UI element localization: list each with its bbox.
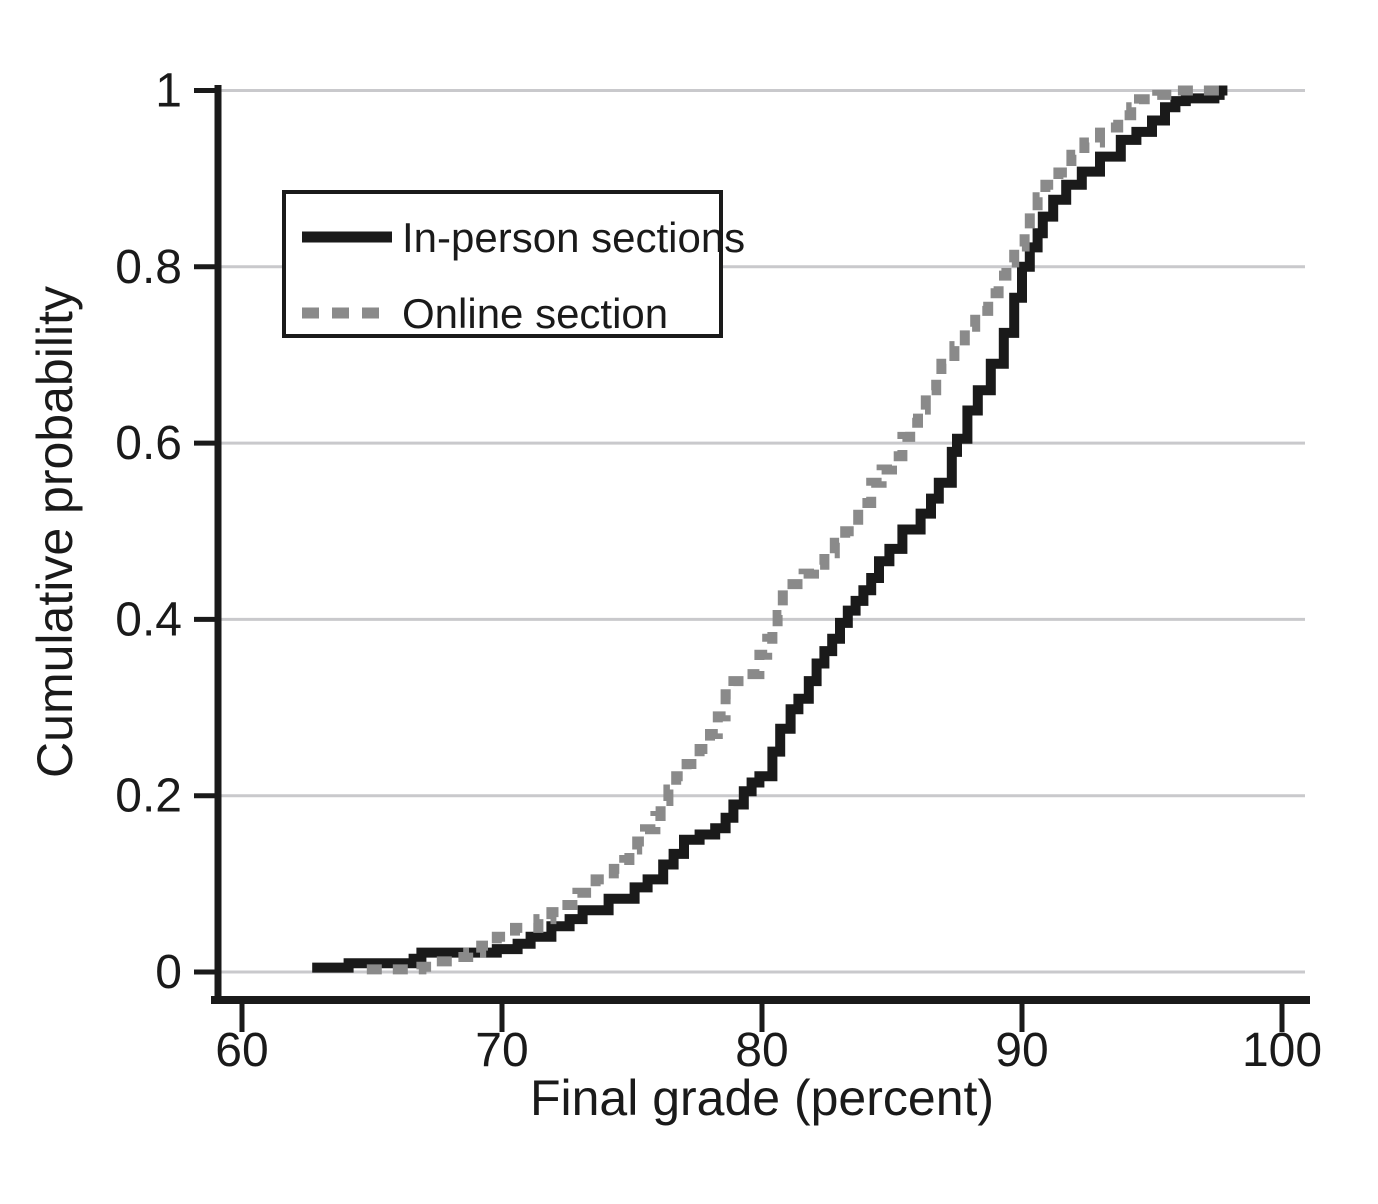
x-tick-label: 90 <box>995 1024 1048 1077</box>
x-axis-ticks <box>239 1004 1285 1032</box>
x-tick-label: 100 <box>1242 1024 1322 1077</box>
legend-box <box>282 190 723 338</box>
x-tick-label: 80 <box>735 1024 788 1077</box>
cdf-curve-online-section <box>366 85 1228 975</box>
y-tick-label: 0.4 <box>115 593 182 646</box>
y-tick-label: 0.6 <box>115 417 182 470</box>
y-tick-label: 0.2 <box>115 770 182 823</box>
y-axis-tick-labels: 0 0.2 0.4 0.6 0.8 1 <box>115 65 182 1000</box>
legend-label-online: Online section <box>402 290 668 337</box>
y-tick-label: 0 <box>155 946 182 999</box>
x-axis-title: Final grade (percent) <box>530 1070 994 1126</box>
y-tick-label: 0.8 <box>115 241 182 294</box>
y-tick-label: 1 <box>155 65 182 118</box>
x-tick-label: 70 <box>475 1024 528 1077</box>
x-axis-tick-labels: 60 70 80 90 100 <box>215 1024 1322 1077</box>
cdf-curves <box>312 85 1228 975</box>
legend: In-person sections Online section <box>282 190 745 338</box>
legend-label-in-person: In-person sections <box>402 214 745 261</box>
y-axis-ticks <box>194 88 218 975</box>
y-axis-title: Cumulative probability <box>27 286 83 778</box>
cdf-curve-in-person-sections <box>312 85 1228 973</box>
axes <box>211 85 1310 1004</box>
x-tick-label: 60 <box>215 1024 268 1077</box>
